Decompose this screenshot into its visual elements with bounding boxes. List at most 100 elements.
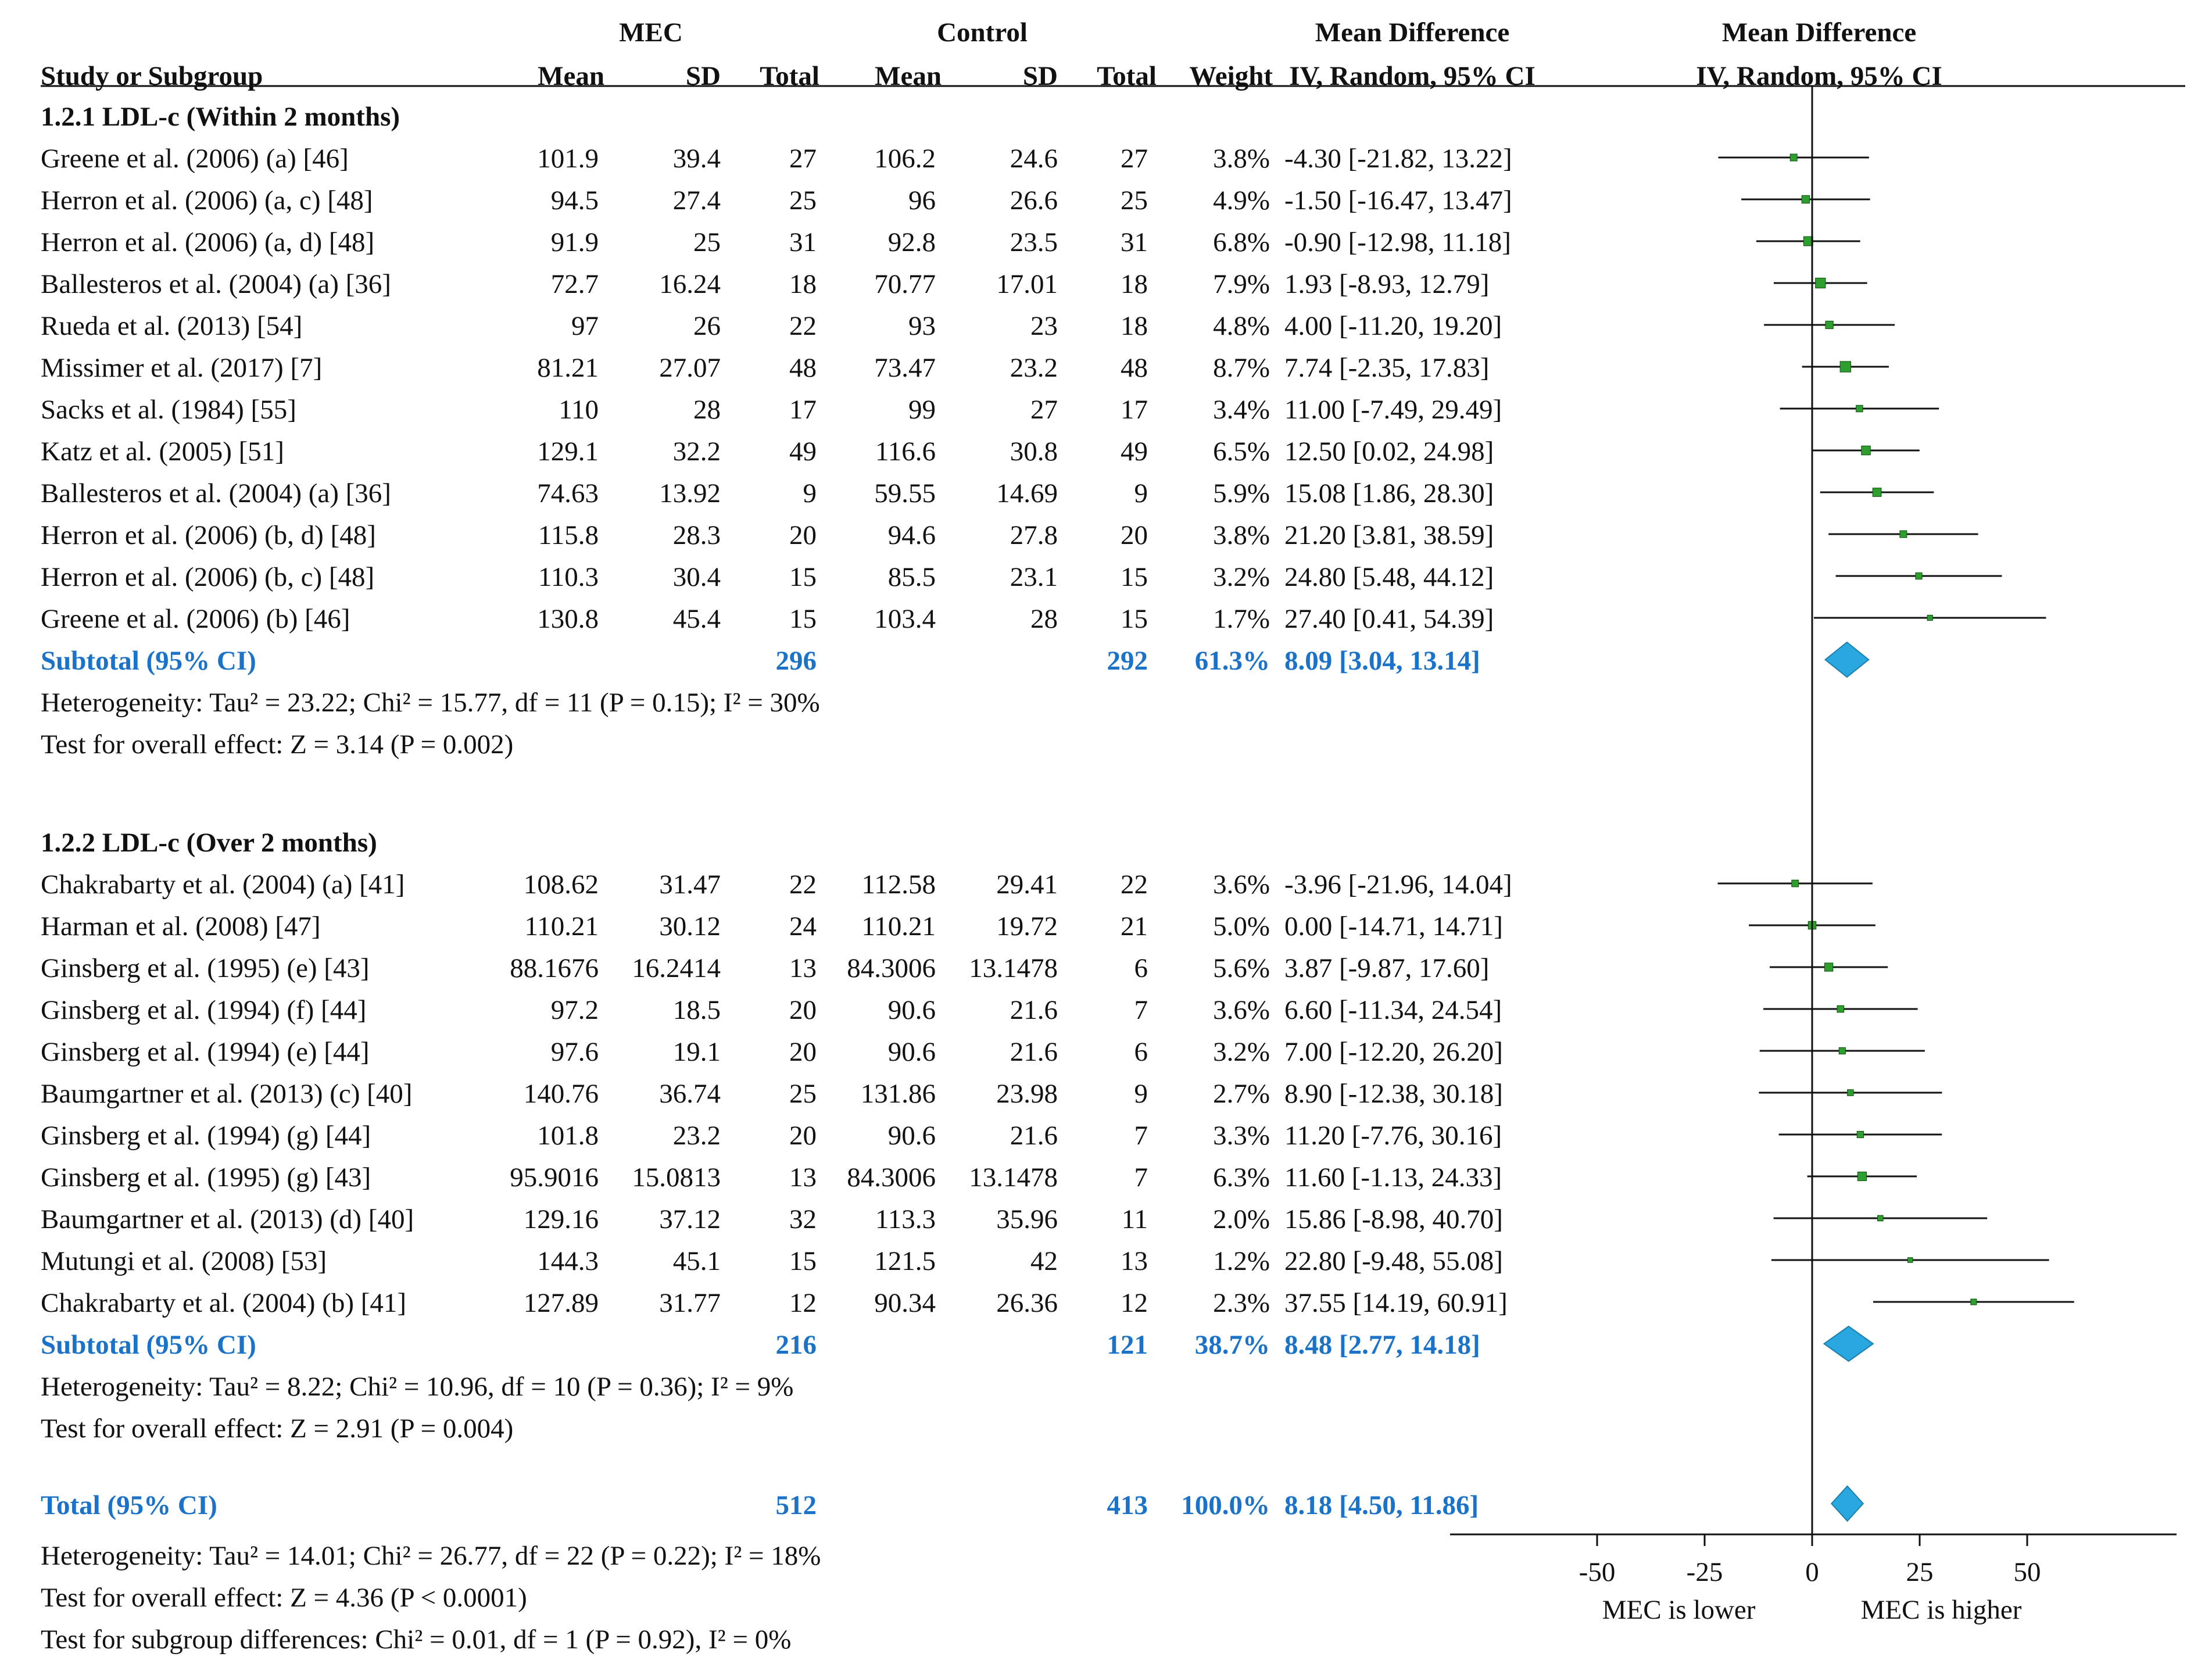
study-weight: 8.7%: [1213, 353, 1270, 383]
control-mean: 70.77: [874, 269, 936, 299]
mec-mean: 127.89: [523, 1288, 599, 1318]
mec-mean: 97.6: [550, 1037, 599, 1067]
effect-square-0-5: [1839, 361, 1851, 373]
mec-total: 25: [789, 185, 817, 216]
study-ci: 3.87 [-9.87, 17.60]: [1284, 953, 1490, 983]
study-weight: 6.5%: [1213, 436, 1270, 467]
mec-mean: 110.3: [538, 562, 599, 592]
subtotal-control-total: 121: [1107, 1330, 1148, 1360]
study-weight: 3.4%: [1213, 395, 1270, 425]
effect-square-0-6: [1856, 405, 1863, 413]
subtotal-ci: 8.09 [3.04, 13.14]: [1284, 646, 1480, 676]
mec-total: 20: [789, 995, 817, 1025]
mec-mean: 72.7: [550, 269, 599, 299]
control-mean: 84.3006: [847, 1162, 936, 1193]
control-total: 11: [1121, 1204, 1148, 1234]
subtotal-label: Subtotal (95% CI): [41, 646, 256, 676]
overall-effect-text: Test for overall effect: Z = 2.91 (P = 0…: [41, 1413, 514, 1444]
mec-total: 27: [789, 144, 817, 174]
total-diamond: [1830, 1485, 1864, 1522]
mec-mean: 81.21: [537, 353, 599, 383]
study-ci: 12.50 [0.02, 24.98]: [1284, 436, 1494, 467]
control-total: 27: [1121, 144, 1148, 174]
effect-square-0-9: [1899, 530, 1907, 538]
total-mec-total: 512: [775, 1490, 817, 1520]
control-sd: 24.6: [1010, 144, 1058, 174]
mec-sd: 31.47: [659, 869, 721, 900]
control-mean: 59.55: [874, 478, 936, 509]
heterogeneity-text: Heterogeneity: Tau² = 23.22; Chi² = 15.7…: [41, 688, 820, 718]
study-ci: 11.60 [-1.13, 24.33]: [1284, 1162, 1502, 1193]
control-mean: 110.21: [861, 911, 936, 942]
study-name: Ballesteros et al. (2004) (a) [36]: [41, 478, 391, 509]
control-sd: 23.2: [1010, 353, 1058, 383]
study-ci: 6.60 [-11.34, 24.54]: [1284, 995, 1502, 1025]
mec-mean: 88.1676: [510, 953, 599, 983]
study-ci: 24.80 [5.48, 44.12]: [1284, 562, 1494, 592]
axis-label-right: MEC is higher: [1861, 1595, 2022, 1625]
study-weight: 5.6%: [1213, 953, 1270, 983]
control-total: 48: [1121, 353, 1148, 383]
mec-sd: 28: [693, 395, 721, 425]
control-mean: 113.3: [875, 1204, 936, 1234]
mec-sd: 16.2414: [632, 953, 721, 983]
mec-mean: 95.9016: [510, 1162, 599, 1193]
mec-total: 20: [789, 1037, 817, 1067]
mec-sd: 15.0813: [632, 1162, 721, 1193]
mec-sd: 25: [693, 227, 721, 257]
mec-total: 20: [789, 1121, 817, 1151]
study-name: Katz et al. (2005) [51]: [41, 436, 284, 467]
mec-sd: 36.74: [659, 1079, 721, 1109]
mec-sd: 23.2: [672, 1121, 721, 1151]
footer-stat: Heterogeneity: Tau² = 14.01; Chi² = 26.7…: [41, 1541, 821, 1571]
control-sd: 19.72: [996, 911, 1058, 942]
control-mean: 90.6: [887, 1037, 936, 1067]
mec-sd: 31.77: [659, 1288, 721, 1318]
mec-sd: 13.92: [659, 478, 721, 509]
header-md-title: Mean Difference: [1315, 17, 1510, 48]
mec-total: 15: [789, 562, 817, 592]
control-total: 7: [1134, 1162, 1148, 1193]
control-total: 9: [1134, 478, 1148, 509]
effect-square-0-4: [1825, 320, 1834, 330]
control-sd: 30.8: [1010, 436, 1058, 467]
mec-sd: 16.24: [659, 269, 721, 299]
control-sd: 26.36: [996, 1288, 1058, 1318]
mec-mean: 110: [559, 395, 599, 425]
study-ci: -1.50 [-16.47, 13.47]: [1284, 185, 1512, 216]
subtotal-label: Subtotal (95% CI): [41, 1330, 256, 1360]
study-weight: 4.8%: [1213, 311, 1270, 341]
control-mean: 121.5: [874, 1246, 936, 1276]
mec-total: 31: [789, 227, 817, 257]
mec-total: 22: [789, 311, 817, 341]
control-sd: 21.6: [1010, 995, 1058, 1025]
control-total: 15: [1121, 562, 1148, 592]
control-total: 25: [1121, 185, 1148, 216]
mec-total: 15: [789, 1246, 817, 1276]
mec-mean: 129.1: [537, 436, 599, 467]
study-ci: 21.20 [3.81, 38.59]: [1284, 520, 1494, 550]
mec-sd: 19.1: [672, 1037, 721, 1067]
subtotal-mec-total: 216: [775, 1330, 817, 1360]
control-sd: 23.98: [996, 1079, 1058, 1109]
control-mean: 73.47: [874, 353, 936, 383]
study-ci: -4.30 [-21.82, 13.22]: [1284, 144, 1512, 174]
x-tick-label: 0: [1805, 1557, 1819, 1587]
effect-square-1-4: [1838, 1047, 1846, 1055]
study-weight: 5.9%: [1213, 478, 1270, 509]
total-label: Total (95% CI): [41, 1490, 217, 1520]
effect-square-0-11: [1927, 614, 1933, 621]
study-weight: 3.6%: [1213, 995, 1270, 1025]
mec-mean: 115.8: [538, 520, 599, 550]
study-weight: 6.3%: [1213, 1162, 1270, 1193]
study-name: Herron et al. (2006) (a, c) [48]: [41, 185, 373, 216]
overall-effect-text: Test for overall effect: Z = 3.14 (P = 0…: [41, 729, 514, 760]
effect-square-1-10: [1970, 1298, 1977, 1305]
control-mean: 131.86: [860, 1079, 936, 1109]
control-mean: 90.6: [887, 995, 936, 1025]
study-name: Harman et al. (2008) [47]: [41, 911, 321, 942]
subtotal-mec-total: 296: [775, 646, 817, 676]
total-control-total: 413: [1107, 1490, 1148, 1520]
study-ci: 1.93 [-8.93, 12.79]: [1284, 269, 1490, 299]
